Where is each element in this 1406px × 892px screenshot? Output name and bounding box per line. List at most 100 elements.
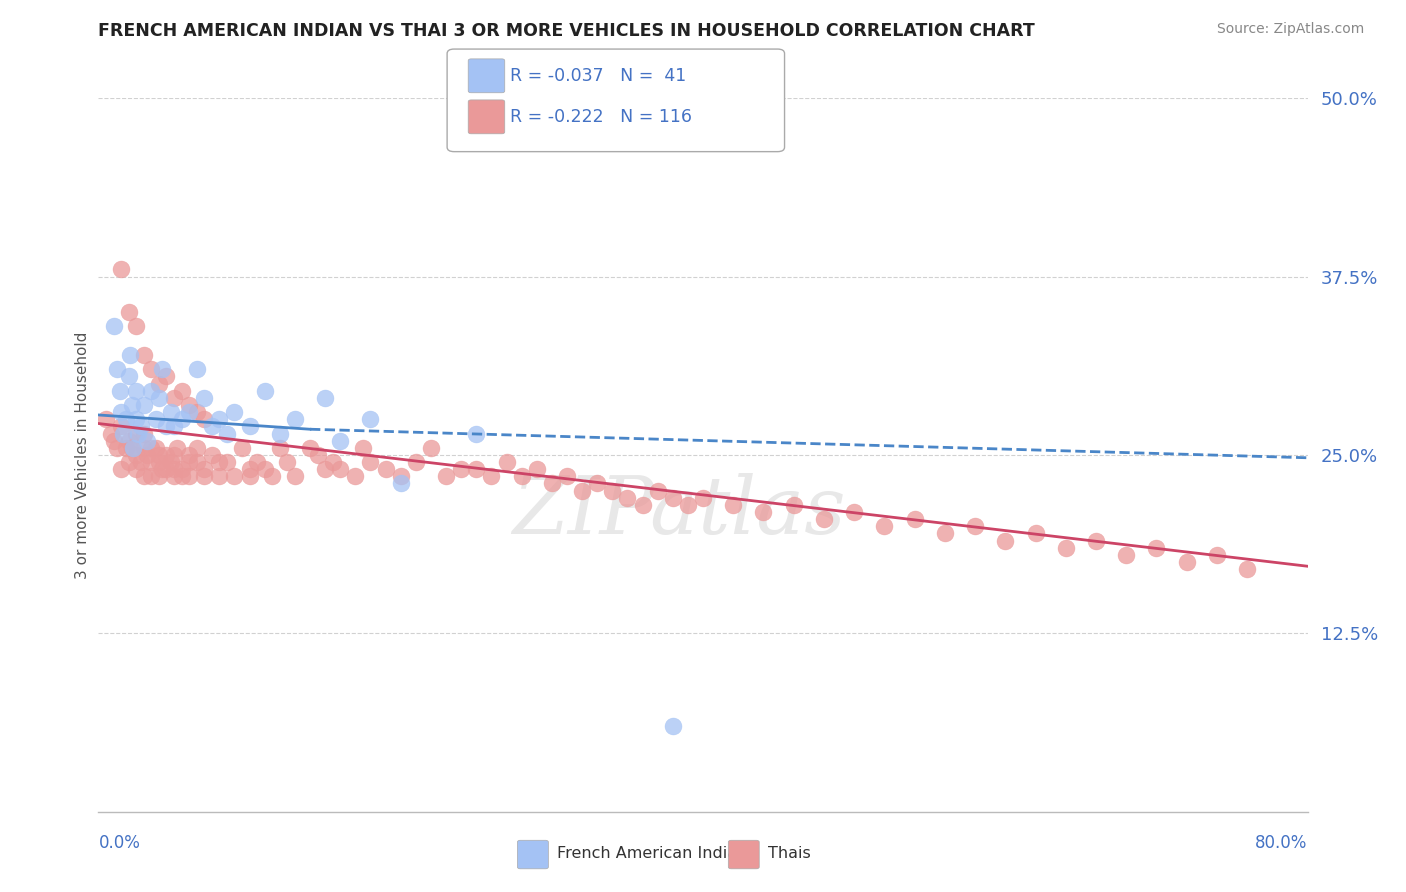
Point — [150, 362, 173, 376]
Point — [155, 419, 177, 434]
Point — [208, 469, 231, 483]
Point — [135, 434, 157, 448]
Point — [1115, 548, 1137, 562]
Point — [125, 448, 148, 462]
Point — [160, 405, 183, 419]
Point — [450, 462, 472, 476]
Y-axis label: 3 or more Vehicles in Household: 3 or more Vehicles in Household — [75, 331, 90, 579]
Point — [170, 469, 193, 483]
Point — [148, 469, 170, 483]
Point — [389, 476, 412, 491]
Point — [110, 405, 132, 419]
Point — [201, 419, 224, 434]
Point — [108, 384, 131, 398]
Point — [141, 469, 163, 483]
Point — [111, 426, 134, 441]
Point — [322, 455, 344, 469]
Point — [155, 369, 177, 384]
Point — [239, 469, 262, 483]
Point — [405, 455, 427, 469]
Point — [389, 469, 412, 483]
Point — [721, 498, 744, 512]
Point — [148, 455, 170, 469]
Point — [170, 462, 193, 476]
Point — [155, 448, 177, 462]
Point — [224, 405, 246, 419]
Text: 80.0%: 80.0% — [1256, 834, 1308, 852]
Point — [129, 455, 152, 469]
Point — [1144, 541, 1167, 555]
Point — [602, 483, 624, 498]
Text: FRENCH AMERICAN INDIAN VS THAI 3 OR MORE VEHICLES IN HOUSEHOLD CORRELATION CHART: FRENCH AMERICAN INDIAN VS THAI 3 OR MORE… — [98, 22, 1035, 40]
Point — [540, 476, 562, 491]
Point — [873, 519, 896, 533]
Point — [193, 412, 215, 426]
Point — [163, 391, 186, 405]
Point — [352, 441, 374, 455]
Point — [125, 384, 148, 398]
Point — [125, 319, 148, 334]
Point — [163, 469, 186, 483]
Point — [193, 462, 215, 476]
Point — [118, 455, 141, 469]
Point — [329, 434, 352, 448]
Point — [647, 483, 669, 498]
Point — [177, 448, 201, 462]
Point — [239, 419, 262, 434]
Point — [148, 376, 170, 391]
Point — [150, 462, 173, 476]
Point — [994, 533, 1017, 548]
Point — [224, 469, 246, 483]
Point — [132, 426, 155, 441]
Point — [307, 448, 329, 462]
Point — [215, 455, 238, 469]
Point — [125, 426, 148, 441]
Point — [201, 448, 224, 462]
Point — [510, 469, 533, 483]
Point — [120, 348, 142, 362]
Point — [555, 469, 578, 483]
Point — [239, 462, 262, 476]
Point — [253, 462, 276, 476]
Point — [269, 426, 291, 441]
Point — [1206, 548, 1229, 562]
Point — [1236, 562, 1258, 576]
Point — [114, 441, 136, 455]
Point — [344, 469, 367, 483]
Text: French American Indians: French American Indians — [557, 847, 755, 861]
Point — [262, 469, 284, 483]
Point — [118, 305, 141, 319]
Point — [141, 362, 163, 376]
Point — [314, 462, 336, 476]
Point — [94, 412, 117, 426]
Point — [374, 462, 396, 476]
Point — [782, 498, 804, 512]
Point — [118, 434, 141, 448]
Point — [284, 412, 307, 426]
Point — [118, 369, 141, 384]
Point — [170, 384, 193, 398]
Point — [844, 505, 866, 519]
Point — [114, 412, 136, 426]
Point — [360, 455, 382, 469]
Point — [100, 426, 122, 441]
Point — [132, 398, 155, 412]
Point — [934, 526, 956, 541]
Point — [103, 319, 125, 334]
Point — [299, 441, 322, 455]
Point — [177, 469, 201, 483]
Point — [676, 498, 699, 512]
Point — [465, 462, 488, 476]
Point — [193, 469, 215, 483]
Point — [110, 419, 132, 434]
Point — [586, 476, 609, 491]
Point — [163, 462, 186, 476]
Point — [276, 455, 298, 469]
Point — [155, 462, 177, 476]
Point — [314, 391, 336, 405]
Point — [269, 441, 291, 455]
Point — [103, 434, 125, 448]
Point — [284, 469, 307, 483]
Point — [571, 483, 593, 498]
Point — [1054, 541, 1077, 555]
